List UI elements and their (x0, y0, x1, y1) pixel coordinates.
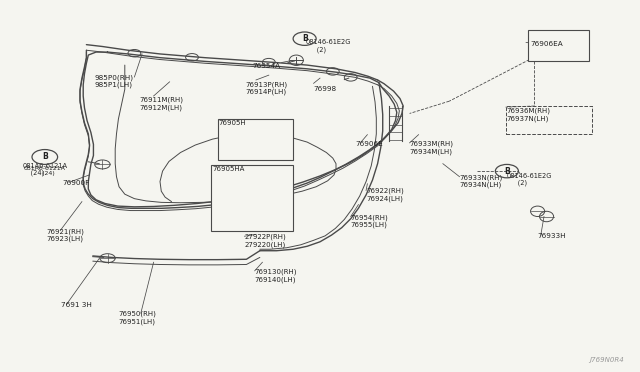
Text: 081A6-6121A
    (24): 081A6-6121A (24) (22, 163, 67, 176)
Text: 76922(RH)
76924(LH): 76922(RH) 76924(LH) (366, 188, 404, 202)
Text: J769N0R4: J769N0R4 (589, 357, 624, 363)
Text: 76933N(RH)
76934N(LH): 76933N(RH) 76934N(LH) (460, 174, 503, 188)
Text: 27922P(RH)
279220(LH): 27922P(RH) 279220(LH) (244, 234, 286, 248)
Text: B: B (504, 167, 509, 176)
Text: 769130(RH)
769140(LH): 769130(RH) 769140(LH) (255, 269, 297, 283)
Text: 76900F: 76900F (62, 180, 90, 186)
Text: 76911M(RH)
76912M(LH): 76911M(RH) 76912M(LH) (140, 97, 184, 111)
Text: B: B (42, 153, 47, 161)
Text: 76933H: 76933H (538, 233, 566, 239)
Text: 7691 3H: 7691 3H (61, 302, 92, 308)
Text: 76998: 76998 (314, 86, 337, 92)
Text: 985P0(RH)
985P1(LH): 985P0(RH) 985P1(LH) (95, 74, 134, 89)
Text: 76906E: 76906E (356, 141, 383, 147)
Bar (506, 106, 592, 134)
Text: 76954(RH)
76955(LH): 76954(RH) 76955(LH) (351, 214, 388, 228)
Text: 76933M(RH)
76934M(LH): 76933M(RH) 76934M(LH) (410, 141, 454, 155)
Text: 08146-61E2G
     (2): 08146-61E2G (2) (507, 173, 552, 186)
Text: 76950(RH)
76951(LH): 76950(RH) 76951(LH) (118, 311, 156, 325)
Text: 76954A: 76954A (253, 63, 281, 69)
Text: B: B (302, 34, 307, 43)
Bar (211, 165, 293, 231)
Bar (218, 119, 293, 160)
Text: 76906EA: 76906EA (530, 41, 563, 47)
Text: 081A6-6121A
    (24): 081A6-6121A (24) (24, 166, 66, 176)
Text: 76921(RH)
76923(LH): 76921(RH) 76923(LH) (46, 228, 84, 243)
Text: 76913P(RH)
76914P(LH): 76913P(RH) 76914P(LH) (245, 81, 287, 95)
Bar (528, 30, 589, 61)
Text: 76905HA: 76905HA (212, 166, 245, 172)
Text: 76936M(RH)
76937N(LH): 76936M(RH) 76937N(LH) (507, 108, 551, 122)
Text: 08146-61E2G
     (2): 08146-61E2G (2) (306, 39, 351, 53)
Text: 76905H: 76905H (219, 120, 246, 126)
